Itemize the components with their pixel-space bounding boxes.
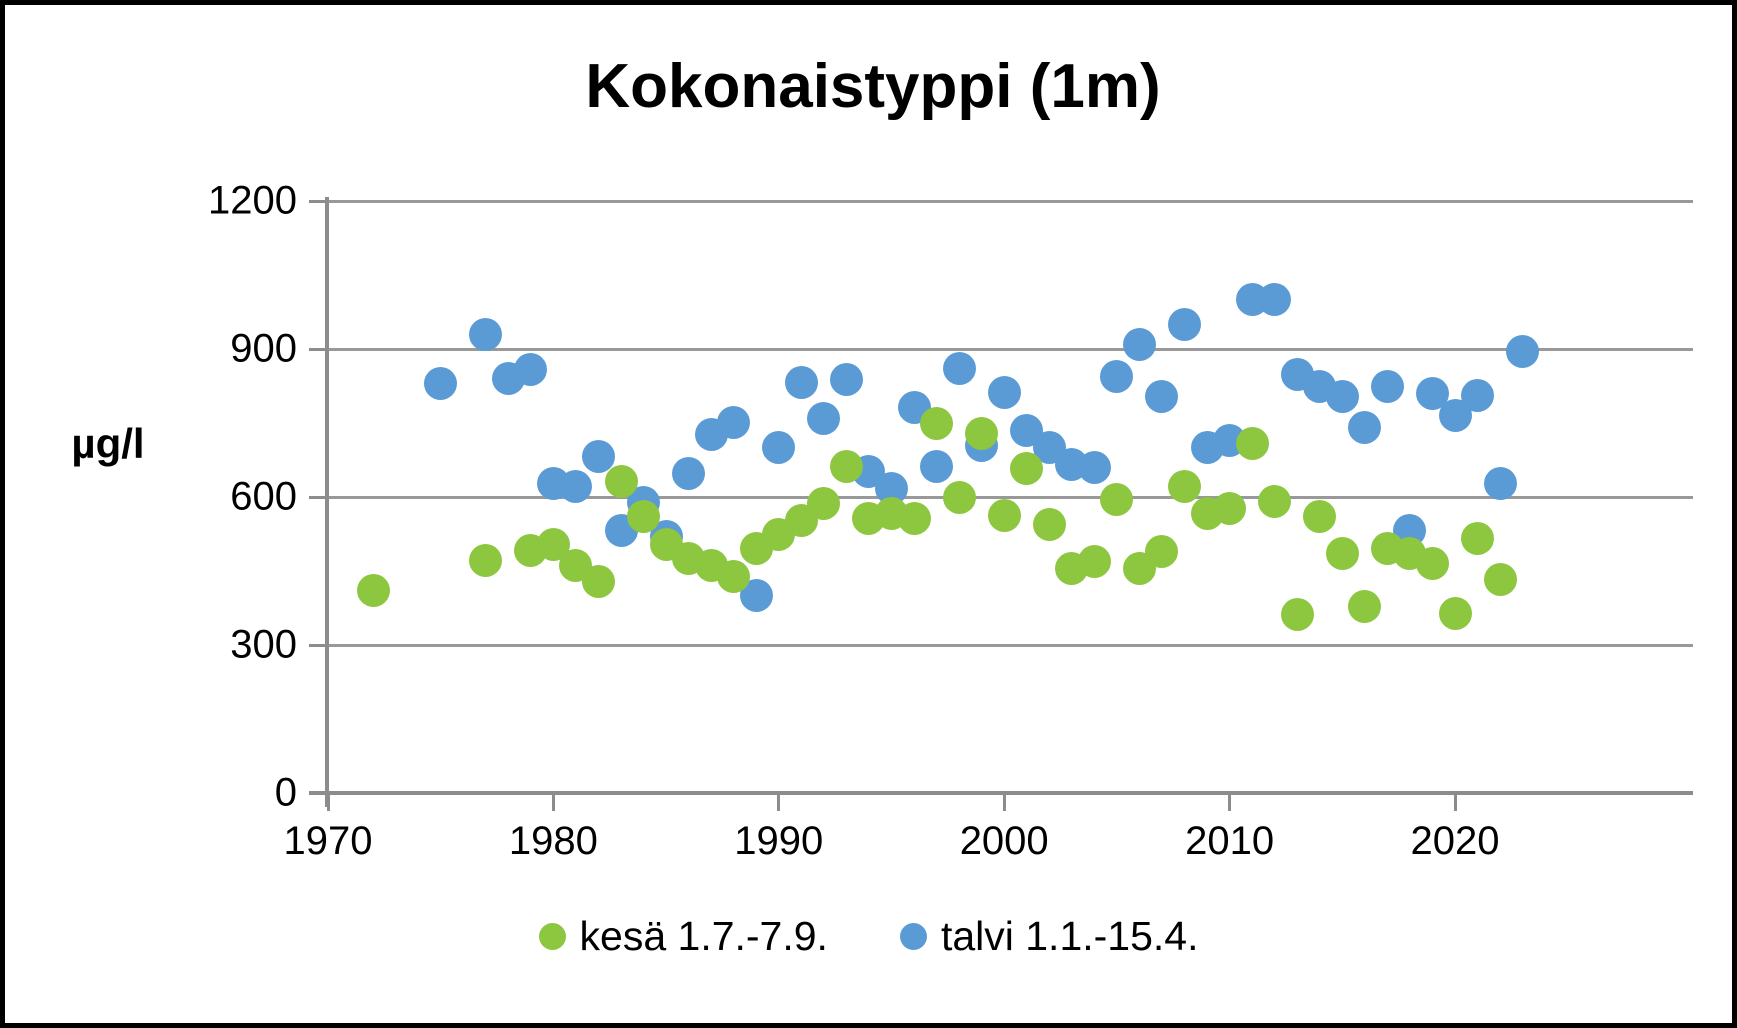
x-tick-1970 — [326, 793, 330, 811]
data-point-talvi-1998 — [942, 351, 976, 385]
gridline-y-900 — [327, 347, 1693, 351]
x-tick-2000 — [1002, 793, 1006, 811]
y-tick-900 — [309, 347, 327, 351]
x-tick-label-2010: 2010 — [1185, 819, 1275, 863]
data-point-talvi-2015 — [1325, 380, 1359, 414]
data-point-kesa-1982 — [581, 565, 615, 599]
x-tick-1990 — [777, 793, 781, 811]
data-point-kesa-2022 — [1483, 563, 1517, 597]
legend-item-talvi: talvi 1.1.-15.4. — [899, 913, 1199, 960]
kesa-series-marker-icon — [538, 923, 566, 950]
data-point-kesa-1972 — [356, 574, 390, 608]
data-point-talvi-2012 — [1258, 283, 1292, 317]
data-point-kesa-1993 — [829, 450, 863, 484]
data-point-talvi-1977 — [469, 317, 503, 351]
data-point-talvi-2004 — [1077, 450, 1111, 484]
x-tick-label-2000: 2000 — [959, 819, 1049, 863]
legend: kesä 1.7.-7.9. talvi 1.1.-15.4. — [5, 913, 1732, 960]
y-tick-300 — [309, 643, 327, 647]
x-tick-label-2020: 2020 — [1410, 819, 1500, 863]
y-tick-label-0: 0 — [274, 770, 297, 815]
data-point-kesa-2016 — [1348, 590, 1382, 624]
x-tick-2020 — [1453, 793, 1457, 811]
data-point-talvi-2007 — [1145, 380, 1179, 414]
chart-title: Kokonaistyppi (1m) — [585, 52, 1161, 121]
data-point-kesa-2013 — [1280, 598, 1314, 632]
data-point-kesa-2001 — [1010, 451, 1044, 485]
data-point-talvi-2006 — [1122, 327, 1156, 361]
legend-item-kesa: kesä 1.7.-7.9. — [538, 913, 828, 960]
data-point-talvi-2021 — [1461, 379, 1495, 413]
data-point-talvi-1982 — [581, 440, 615, 474]
data-point-kesa-2015 — [1325, 536, 1359, 570]
gridline-y-1200 — [327, 199, 1693, 203]
data-point-talvi-1993 — [829, 363, 863, 397]
data-point-kesa-1984 — [627, 500, 661, 534]
data-point-talvi-2005 — [1100, 359, 1134, 393]
data-point-talvi-2016 — [1348, 411, 1382, 445]
data-point-talvi-1991 — [784, 365, 818, 399]
y-tick-label-900: 900 — [230, 326, 297, 371]
talvi-series-marker-icon — [899, 923, 927, 950]
y-tick-1200 — [309, 199, 327, 203]
x-tick-label-1970: 1970 — [283, 819, 373, 863]
x-tick-label-1980: 1980 — [508, 819, 598, 863]
y-tick-label-300: 300 — [230, 622, 297, 667]
data-point-talvi-1997 — [920, 449, 954, 483]
data-point-kesa-1999 — [965, 416, 999, 450]
data-point-kesa-2005 — [1100, 482, 1134, 516]
y-tick-label-1200: 1200 — [208, 178, 297, 223]
data-point-talvi-1975 — [424, 367, 458, 401]
data-point-kesa-2011 — [1235, 426, 1269, 460]
data-point-talvi-1986 — [672, 456, 706, 490]
data-point-kesa-1988 — [717, 560, 751, 594]
data-point-kesa-2019 — [1415, 546, 1449, 580]
data-point-kesa-2000 — [987, 498, 1021, 532]
data-point-kesa-1977 — [469, 543, 503, 577]
data-point-talvi-2022 — [1483, 466, 1517, 500]
data-point-kesa-1996 — [897, 501, 931, 535]
data-point-kesa-2014 — [1303, 500, 1337, 534]
data-point-kesa-2021 — [1461, 521, 1495, 555]
data-point-talvi-2017 — [1370, 369, 1404, 403]
y-axis-line — [325, 197, 329, 807]
data-point-talvi-2000 — [987, 375, 1021, 409]
data-point-talvi-1992 — [807, 401, 841, 435]
data-point-kesa-1983 — [604, 465, 638, 499]
data-point-kesa-2012 — [1258, 485, 1292, 519]
x-tick-label-1990: 1990 — [734, 819, 824, 863]
gridline-y-300 — [327, 643, 1693, 647]
data-point-kesa-2007 — [1145, 535, 1179, 569]
data-point-kesa-2004 — [1077, 544, 1111, 578]
data-point-kesa-2002 — [1032, 507, 1066, 541]
data-point-kesa-1998 — [942, 481, 976, 515]
y-axis-unit-label: µg/l — [71, 420, 145, 467]
data-point-talvi-2023 — [1506, 334, 1540, 368]
data-point-kesa-2008 — [1168, 470, 1202, 504]
data-point-kesa-1992 — [807, 486, 841, 520]
x-tick-1980 — [551, 793, 555, 811]
data-point-kesa-2010 — [1213, 491, 1247, 525]
legend-label-kesa: kesä 1.7.-7.9. — [579, 913, 828, 959]
x-tick-2010 — [1228, 793, 1232, 811]
y-tick-600 — [309, 495, 327, 499]
data-point-talvi-1988 — [717, 405, 751, 439]
data-point-talvi-1979 — [514, 353, 548, 387]
data-point-kesa-2020 — [1438, 596, 1472, 630]
data-point-talvi-1981 — [559, 470, 593, 504]
x-axis-line — [309, 791, 1693, 795]
gridline-y-600 — [327, 495, 1693, 499]
data-point-talvi-1990 — [762, 431, 796, 465]
y-tick-label-600: 600 — [230, 474, 297, 519]
legend-label-talvi: talvi 1.1.-15.4. — [940, 913, 1199, 959]
data-point-kesa-1997 — [920, 407, 954, 441]
data-point-talvi-2008 — [1168, 307, 1202, 341]
